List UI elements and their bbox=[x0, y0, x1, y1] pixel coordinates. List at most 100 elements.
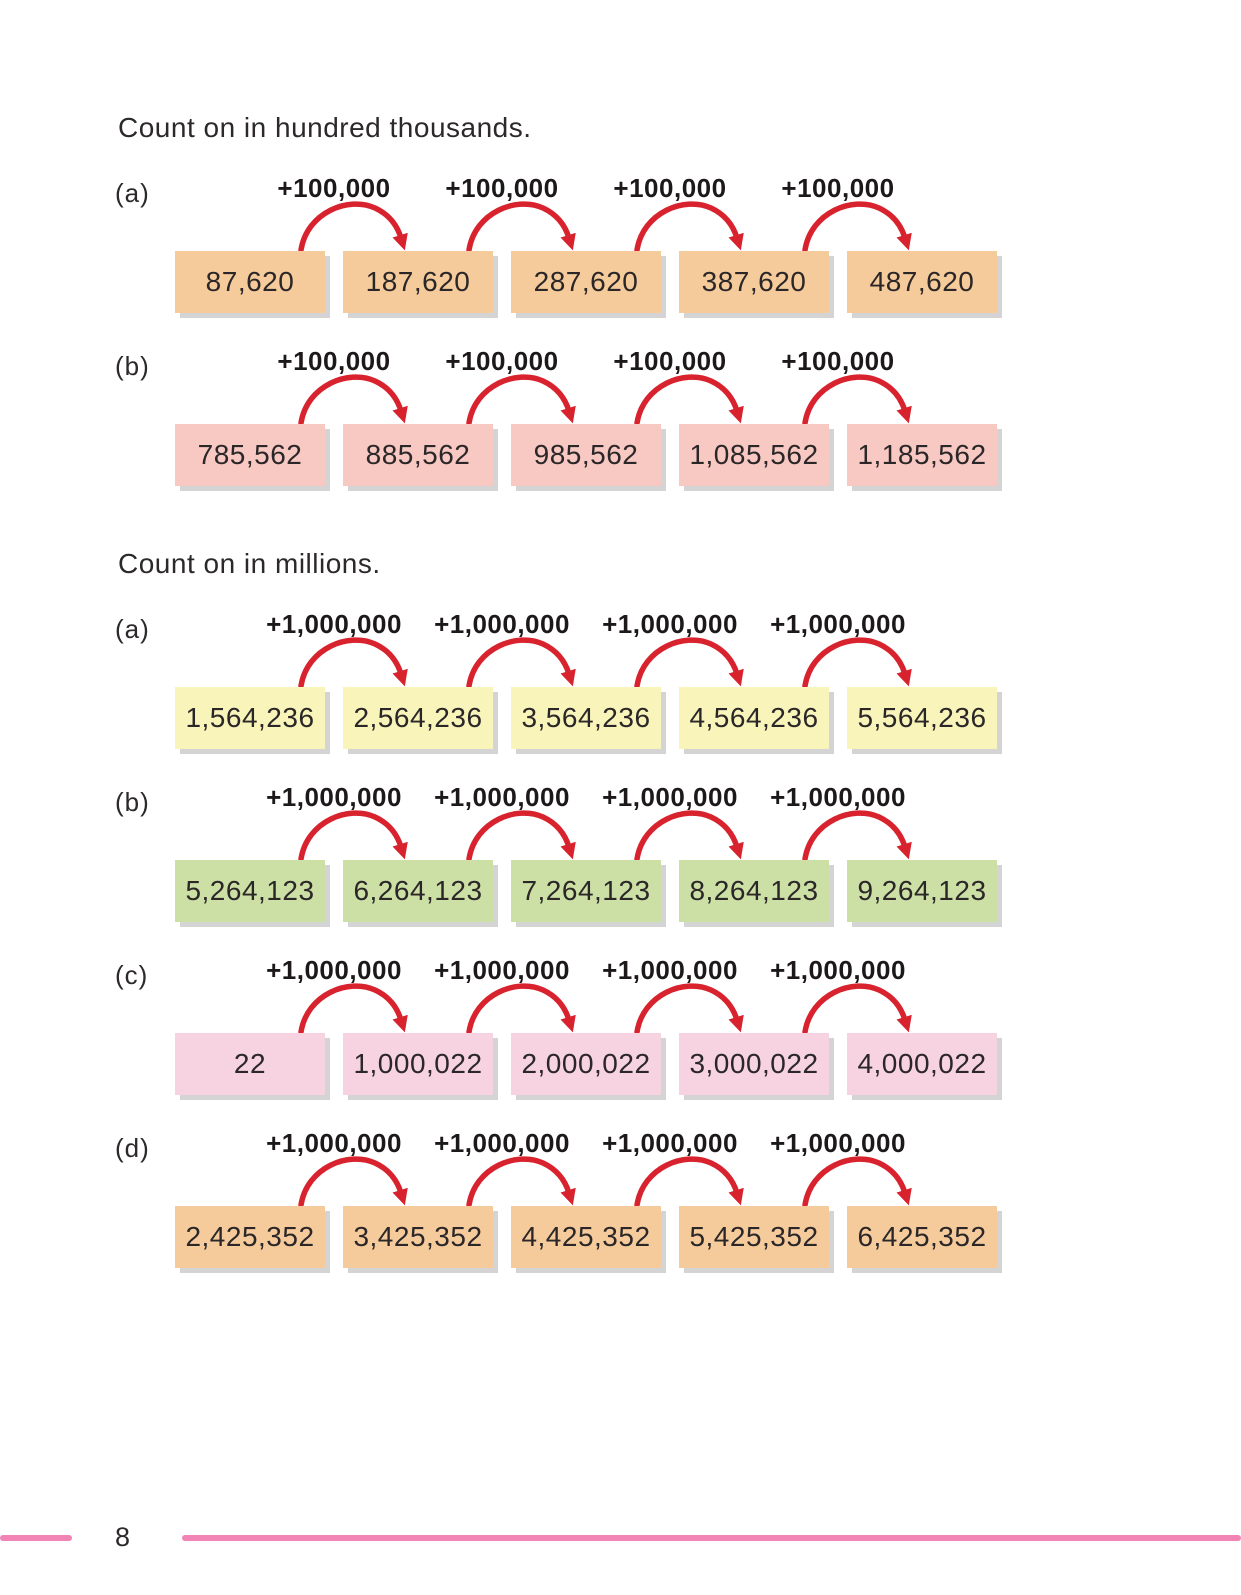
sequence-row: (a) +100,000 +100,000 +100,000 +100,000 … bbox=[115, 173, 1175, 313]
number-box: 8,264,123 bbox=[679, 860, 829, 922]
number-box-list: 1,564,236 2,564,236 3,564,236 4,564,236 … bbox=[175, 687, 997, 749]
row-label: (a) bbox=[115, 614, 150, 644]
increment-label: +1,000,000 bbox=[602, 955, 738, 985]
sequence-track: +1,000,000 +1,000,000 +1,000,000 +1,000,… bbox=[175, 955, 997, 1095]
number-box: 1,085,562 bbox=[679, 424, 829, 486]
increment-label: +100,000 bbox=[445, 346, 559, 376]
footer-accent-line bbox=[182, 1535, 1241, 1541]
increment-label: +100,000 bbox=[613, 173, 727, 203]
curved-arrow-icon bbox=[461, 803, 591, 861]
increment-label: +1,000,000 bbox=[266, 782, 402, 812]
increment-label: +100,000 bbox=[445, 173, 559, 203]
sequence-track: +100,000 +100,000 +100,000 +100,000 785,… bbox=[175, 346, 997, 486]
section-heading-millions: Count on in millions. bbox=[118, 548, 381, 579]
section-heading-hundred-thousands: Count on in hundred thousands. bbox=[118, 112, 532, 143]
curved-arrow-icon bbox=[797, 803, 927, 861]
number-box: 885,562 bbox=[343, 424, 493, 486]
worksheet-page: Count on in hundred thousands. (a) +100,… bbox=[115, 112, 1175, 1304]
curved-arrow-icon bbox=[629, 803, 759, 861]
curved-arrow-icon bbox=[293, 803, 423, 861]
number-box: 9,264,123 bbox=[847, 860, 997, 922]
sequence-track: +1,000,000 +1,000,000 +1,000,000 +1,000,… bbox=[175, 1128, 997, 1268]
increment-label: +100,000 bbox=[277, 346, 391, 376]
increment-label: +1,000,000 bbox=[434, 782, 570, 812]
sequence-row: (c) +1,000,000 +1,000,000 +1,000,000 +1,… bbox=[115, 955, 1175, 1095]
curved-arrow-icon bbox=[461, 1149, 591, 1207]
curved-arrow-icon bbox=[293, 630, 423, 688]
number-box-list: 2,425,352 3,425,352 4,425,352 5,425,352 … bbox=[175, 1206, 997, 1268]
curved-arrow-icon bbox=[629, 630, 759, 688]
number-box: 1,185,562 bbox=[847, 424, 997, 486]
number-box: 3,000,022 bbox=[679, 1033, 829, 1095]
increment-label: +100,000 bbox=[613, 346, 727, 376]
increment-label: +100,000 bbox=[781, 173, 895, 203]
footer-accent-line bbox=[0, 1535, 72, 1541]
number-box: 4,425,352 bbox=[511, 1206, 661, 1268]
curved-arrow-icon bbox=[293, 976, 423, 1034]
number-box: 5,264,123 bbox=[175, 860, 325, 922]
curved-arrow-icon bbox=[797, 367, 927, 425]
increment-label: +1,000,000 bbox=[770, 782, 906, 812]
increment-label: +1,000,000 bbox=[266, 609, 402, 639]
number-box: 187,620 bbox=[343, 251, 493, 313]
increment-label: +1,000,000 bbox=[266, 1128, 402, 1158]
sequence-row: (a) +1,000,000 +1,000,000 +1,000,000 +1,… bbox=[115, 609, 1175, 749]
curved-arrow-icon bbox=[629, 1149, 759, 1207]
increment-label: +1,000,000 bbox=[770, 1128, 906, 1158]
number-box: 3,564,236 bbox=[511, 687, 661, 749]
row-label: (a) bbox=[115, 178, 150, 208]
sequence-row: (d) +1,000,000 +1,000,000 +1,000,000 +1,… bbox=[115, 1128, 1175, 1268]
number-box: 6,264,123 bbox=[343, 860, 493, 922]
number-box: 985,562 bbox=[511, 424, 661, 486]
increment-label: +1,000,000 bbox=[434, 609, 570, 639]
number-box: 5,564,236 bbox=[847, 687, 997, 749]
increment-label: +1,000,000 bbox=[434, 1128, 570, 1158]
increment-label: +1,000,000 bbox=[434, 955, 570, 985]
number-box: 87,620 bbox=[175, 251, 325, 313]
number-box: 1,000,022 bbox=[343, 1033, 493, 1095]
number-box: 287,620 bbox=[511, 251, 661, 313]
row-label: (d) bbox=[115, 1133, 150, 1163]
curved-arrow-icon bbox=[461, 194, 591, 252]
number-box: 5,425,352 bbox=[679, 1206, 829, 1268]
curved-arrow-icon bbox=[797, 1149, 927, 1207]
number-box: 4,564,236 bbox=[679, 687, 829, 749]
curved-arrow-icon bbox=[797, 194, 927, 252]
number-box: 2,425,352 bbox=[175, 1206, 325, 1268]
sequence-row: (b) +1,000,000 +1,000,000 +1,000,000 +1,… bbox=[115, 782, 1175, 922]
number-box: 4,000,022 bbox=[847, 1033, 997, 1095]
number-box: 22 bbox=[175, 1033, 325, 1095]
number-box: 387,620 bbox=[679, 251, 829, 313]
curved-arrow-icon bbox=[629, 367, 759, 425]
number-box: 7,264,123 bbox=[511, 860, 661, 922]
page-number: 8 bbox=[115, 1522, 131, 1552]
curved-arrow-icon bbox=[293, 1149, 423, 1207]
increment-label: +1,000,000 bbox=[602, 1128, 738, 1158]
curved-arrow-icon bbox=[461, 976, 591, 1034]
number-box: 487,620 bbox=[847, 251, 997, 313]
number-box: 6,425,352 bbox=[847, 1206, 997, 1268]
row-label: (b) bbox=[115, 351, 150, 381]
number-box: 2,000,022 bbox=[511, 1033, 661, 1095]
curved-arrow-icon bbox=[293, 194, 423, 252]
number-box: 785,562 bbox=[175, 424, 325, 486]
curved-arrow-icon bbox=[293, 367, 423, 425]
curved-arrow-icon bbox=[797, 976, 927, 1034]
curved-arrow-icon bbox=[461, 367, 591, 425]
row-label: (b) bbox=[115, 787, 150, 817]
curved-arrow-icon bbox=[461, 630, 591, 688]
row-label: (c) bbox=[115, 960, 149, 990]
curved-arrow-icon bbox=[629, 976, 759, 1034]
increment-label: +1,000,000 bbox=[602, 782, 738, 812]
curved-arrow-icon bbox=[629, 194, 759, 252]
sequence-track: +1,000,000 +1,000,000 +1,000,000 +1,000,… bbox=[175, 782, 997, 922]
number-box: 3,425,352 bbox=[343, 1206, 493, 1268]
sequence-row: (b) +100,000 +100,000 +100,000 +100,000 … bbox=[115, 346, 1175, 486]
number-box-list: 87,620 187,620 287,620 387,620 487,620 bbox=[175, 251, 997, 313]
number-box-list: 22 1,000,022 2,000,022 3,000,022 4,000,0… bbox=[175, 1033, 997, 1095]
number-box-list: 785,562 885,562 985,562 1,085,562 1,185,… bbox=[175, 424, 997, 486]
increment-label: +1,000,000 bbox=[770, 955, 906, 985]
sequence-track: +1,000,000 +1,000,000 +1,000,000 +1,000,… bbox=[175, 609, 997, 749]
increment-label: +1,000,000 bbox=[602, 609, 738, 639]
increment-label: +1,000,000 bbox=[770, 609, 906, 639]
